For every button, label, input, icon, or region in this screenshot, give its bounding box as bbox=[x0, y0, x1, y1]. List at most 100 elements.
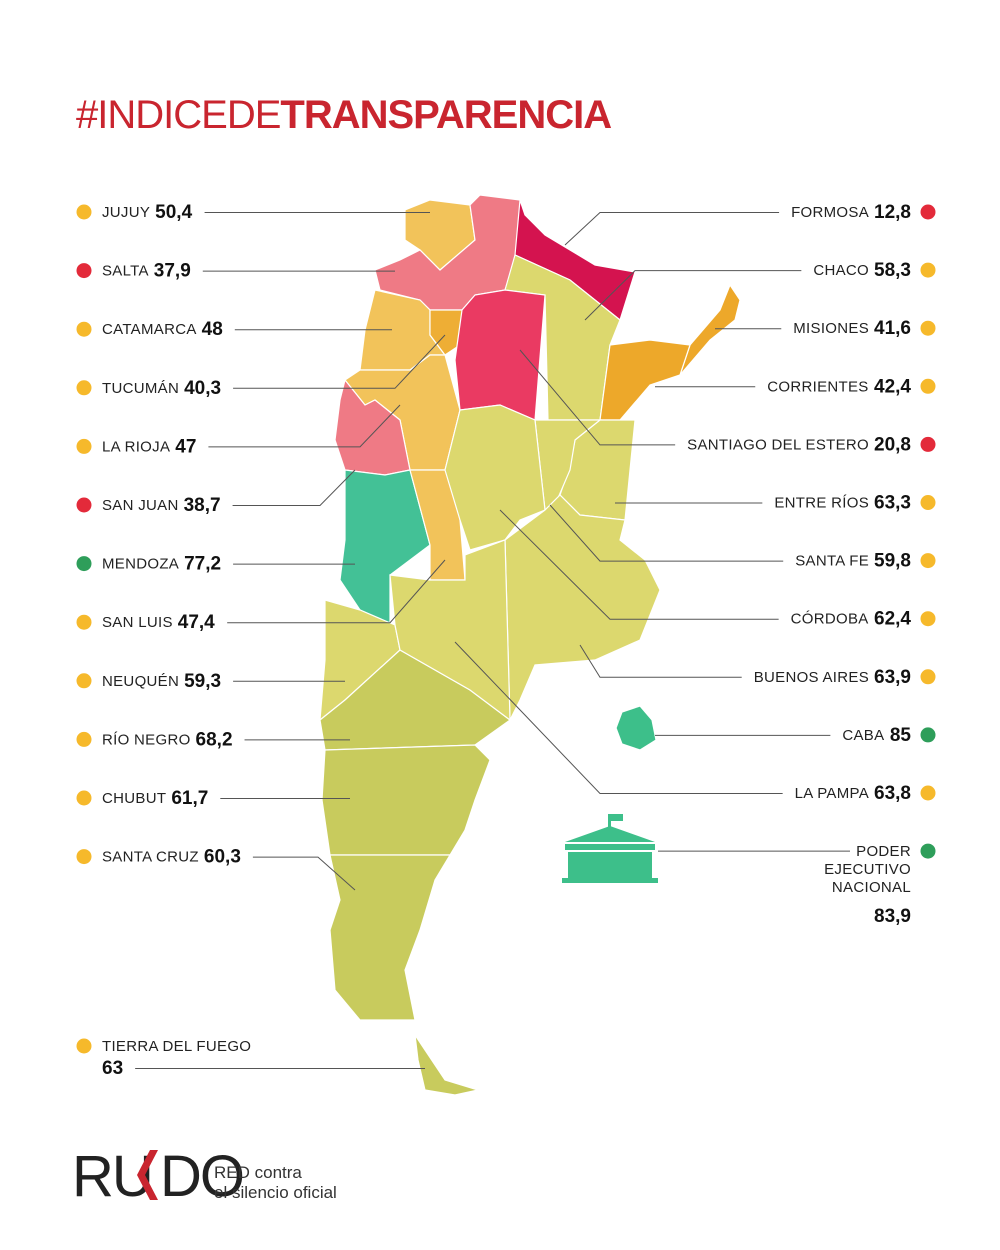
status-dot bbox=[76, 731, 92, 747]
leader-line bbox=[232, 469, 356, 506]
leaders bbox=[135, 212, 850, 1069]
province-value: 62,4 bbox=[874, 609, 911, 630]
province-value: 50,4 bbox=[155, 202, 192, 223]
entity-name: NACIONAL bbox=[832, 879, 911, 896]
province-name: CÓRDOBA bbox=[791, 611, 869, 628]
status-dot bbox=[76, 263, 92, 279]
status-dot bbox=[920, 785, 936, 801]
province bbox=[329, 854, 452, 1021]
province bbox=[339, 469, 431, 626]
province-name: BUENOS AIRES bbox=[754, 669, 869, 686]
province-value: 59,8 bbox=[874, 551, 911, 572]
province-name: ENTRE RÍOS bbox=[774, 495, 869, 512]
province bbox=[615, 705, 657, 751]
status-dot bbox=[920, 727, 936, 743]
province-name: TIERRA DEL FUEGO bbox=[102, 1038, 251, 1055]
province-name: SANTIAGO DEL ESTERO bbox=[687, 436, 869, 453]
province-value: 63,9 bbox=[874, 667, 911, 688]
entity-name: PODER bbox=[856, 843, 911, 860]
logo-tagline: RED contra bbox=[214, 1163, 302, 1182]
province bbox=[414, 1034, 481, 1096]
province-value: 77,2 bbox=[184, 554, 221, 575]
status-dot bbox=[76, 1038, 92, 1054]
entity-name: EJECUTIVO bbox=[824, 861, 911, 878]
province-value: 47 bbox=[175, 436, 196, 457]
province-value: 41,6 bbox=[874, 318, 911, 339]
province-name: LA PAMPA bbox=[795, 785, 869, 802]
status-dot bbox=[920, 669, 936, 685]
province-name: NEUQUÉN bbox=[102, 673, 179, 690]
status-dot bbox=[920, 436, 936, 452]
status-dot bbox=[76, 497, 92, 513]
province-value: 68,2 bbox=[196, 729, 233, 750]
province-name: MENDOZA bbox=[102, 556, 179, 573]
logo-tagline: el silencio oficial bbox=[214, 1183, 337, 1202]
province-name: SAN JUAN bbox=[102, 497, 179, 514]
province-name: CATAMARCA bbox=[102, 321, 197, 338]
status-dot bbox=[76, 204, 92, 220]
province-value: 48 bbox=[202, 319, 223, 340]
province-value: 40,3 bbox=[184, 378, 221, 399]
province-name: FORMOSA bbox=[791, 204, 869, 221]
province-name: CABA bbox=[842, 727, 884, 744]
status-dot bbox=[76, 321, 92, 337]
province-name: SAN LUIS bbox=[102, 614, 173, 631]
leader-line bbox=[454, 641, 783, 794]
leader-line bbox=[208, 404, 401, 448]
province-value: 59,3 bbox=[184, 671, 221, 692]
leader-line bbox=[252, 856, 356, 891]
province-name: TUCUMÁN bbox=[102, 380, 179, 397]
province bbox=[504, 494, 661, 721]
leader-line bbox=[519, 349, 676, 446]
province bbox=[599, 339, 691, 421]
leader-line bbox=[579, 644, 742, 678]
province-name: CORRIENTES bbox=[767, 378, 868, 395]
status-dot bbox=[920, 378, 936, 394]
leader-line bbox=[564, 212, 780, 246]
province-value: 58,3 bbox=[874, 260, 911, 281]
province-name: SANTA FE bbox=[795, 553, 869, 570]
province-value: 63 bbox=[102, 1058, 123, 1079]
province bbox=[321, 744, 491, 856]
province-value: 42,4 bbox=[874, 376, 911, 397]
status-dot bbox=[76, 673, 92, 689]
status-dot bbox=[920, 262, 936, 278]
province-value: 60,3 bbox=[204, 847, 241, 868]
province bbox=[444, 404, 546, 551]
leader-line bbox=[233, 334, 446, 389]
status-dot bbox=[920, 320, 936, 336]
province-value: 63,3 bbox=[874, 493, 911, 514]
status-dot bbox=[76, 556, 92, 572]
leader-line bbox=[227, 559, 446, 624]
province-value: 37,9 bbox=[154, 261, 191, 282]
province bbox=[454, 289, 546, 421]
province-value: 85 bbox=[890, 725, 912, 746]
province-name: LA RIOJA bbox=[102, 438, 170, 455]
status-dot bbox=[920, 843, 936, 859]
province-value: 63,8 bbox=[874, 783, 911, 804]
province-value: 38,7 bbox=[184, 495, 221, 516]
province-name: RÍO NEGRO bbox=[102, 731, 191, 748]
province bbox=[389, 539, 511, 722]
province-name: SALTA bbox=[102, 263, 149, 280]
leader-line bbox=[584, 270, 802, 321]
status-dot bbox=[920, 611, 936, 627]
leader-line bbox=[499, 509, 779, 620]
building-icon bbox=[562, 814, 658, 883]
province-name: CHUBUT bbox=[102, 790, 166, 807]
status-dot bbox=[76, 614, 92, 630]
province-value: 12,8 bbox=[874, 202, 911, 223]
status-dot bbox=[76, 790, 92, 806]
province-value: 47,4 bbox=[178, 612, 215, 633]
province-value: 61,7 bbox=[171, 788, 208, 809]
title: #INDICEDETRANSPARENCIA bbox=[76, 93, 611, 137]
province-name: JUJUY bbox=[102, 204, 150, 221]
status-dot bbox=[76, 380, 92, 396]
status-dot bbox=[76, 438, 92, 454]
leader-line bbox=[549, 504, 784, 562]
title-main: TRANSPARENCIA bbox=[280, 93, 611, 137]
status-dot bbox=[76, 849, 92, 865]
province bbox=[679, 283, 741, 376]
province-name: CHACO bbox=[813, 262, 869, 279]
